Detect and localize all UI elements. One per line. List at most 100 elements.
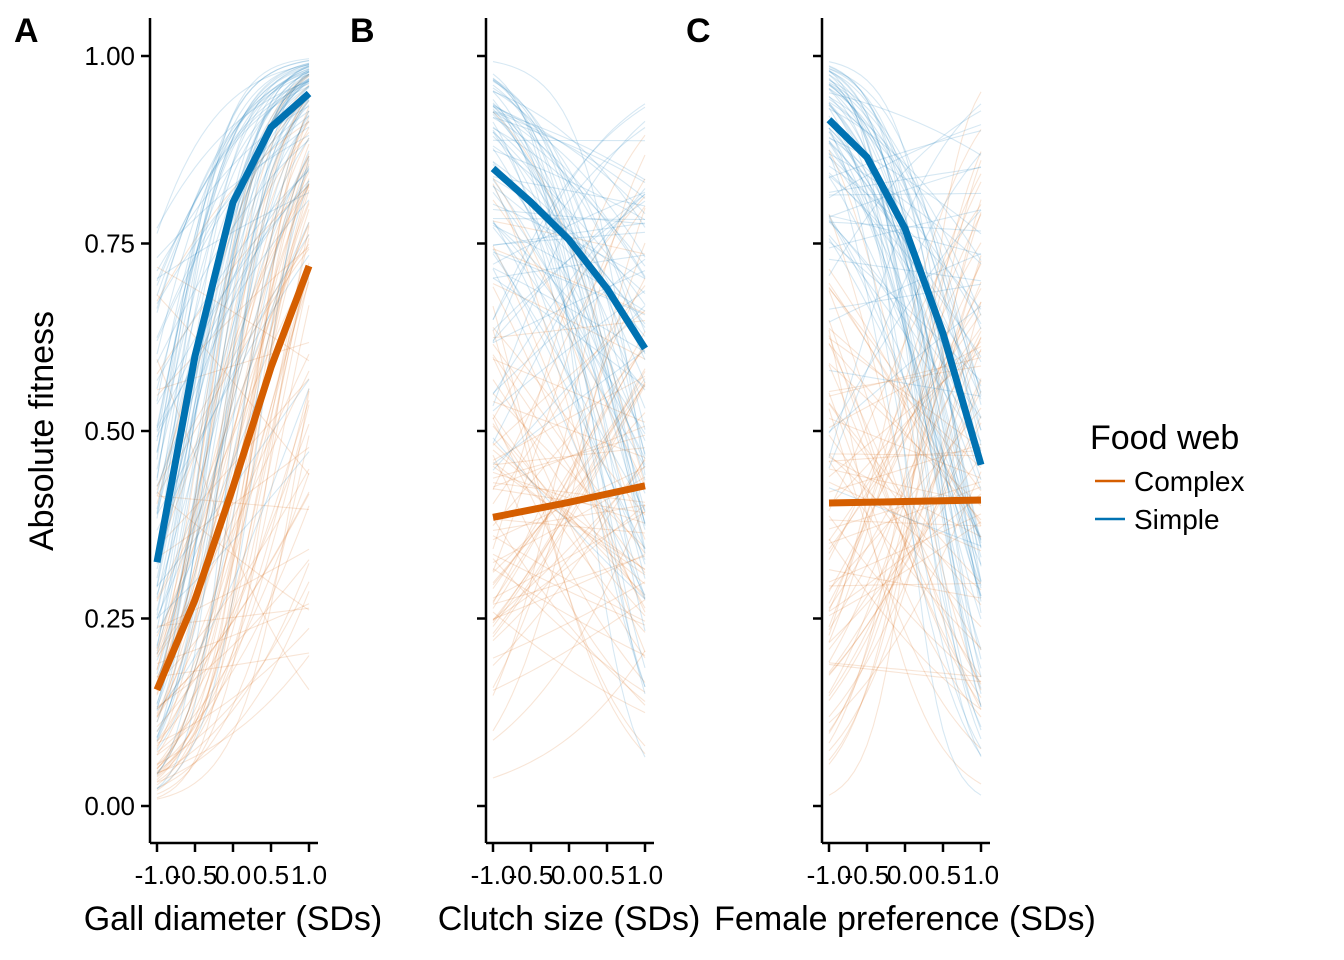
draw-line-complex: [156, 267, 310, 766]
draw-line-complex: [156, 224, 310, 637]
draw-line-complex: [156, 273, 310, 742]
panel-a: A 0.00 0.25 0.50 0.75 1.00 -1.0-0.50.0 0.5 1.0 Ga…: [14, 12, 382, 938]
draw-line-complex: [492, 320, 646, 339]
draw-line-complex: [492, 417, 646, 683]
x-tick-label: 0.0: [551, 860, 587, 890]
draw-line-complex: [492, 517, 646, 702]
draw-line-complex: [492, 347, 646, 526]
draw-line-simple: [828, 152, 982, 469]
draw-line-simple: [828, 215, 982, 538]
draw-line-complex: [492, 183, 646, 653]
draw-line-complex: [828, 364, 982, 677]
draw-line-complex: [828, 290, 982, 685]
x-tick-label: 1.0: [291, 860, 327, 890]
y-tick-label: 1.00: [84, 41, 135, 71]
draw-line-complex: [156, 281, 310, 718]
draw-line-complex: [492, 305, 646, 755]
draw-line-simple: [156, 68, 310, 431]
draw-line-complex: [828, 149, 982, 691]
draw-line-complex: [492, 331, 646, 609]
draw-line-simple: [828, 82, 982, 405]
draw-line-simple: [156, 234, 310, 531]
draw-line-simple: [492, 121, 646, 688]
draw-line-simple: [156, 104, 310, 570]
draw-line-simple: [828, 108, 982, 261]
draw-line-simple: [156, 99, 310, 742]
draw-line-simple: [156, 97, 310, 738]
draw-line-complex: [828, 301, 982, 752]
draw-line-simple: [492, 108, 646, 579]
fit-line-complex: [828, 496, 982, 507]
draw-line-simple: [828, 96, 982, 316]
draw-line-complex: [828, 481, 982, 552]
draw-line-complex: [828, 173, 982, 628]
draw-line-simple: [156, 85, 310, 282]
draw-line-simple: [828, 174, 982, 358]
fit-line-complex: [153, 264, 313, 692]
draw-line-simple: [492, 254, 646, 279]
draw-line-complex: [492, 650, 646, 779]
draw-line-complex: [492, 449, 646, 571]
draw-line-simple: [492, 131, 646, 599]
draw-line-complex: [828, 288, 982, 592]
draw-line-simple: [492, 208, 646, 225]
draw-line-complex: [492, 375, 646, 461]
draw-line-complex: [828, 242, 982, 561]
draw-line-complex: [828, 663, 982, 683]
draw-line-complex: [156, 106, 310, 799]
draw-line-simple: [492, 161, 646, 328]
draw-line-simple: [156, 65, 310, 454]
draw-line-simple: [828, 142, 982, 597]
draw-line-simple: [492, 253, 646, 511]
draw-line-complex: [156, 652, 310, 678]
draw-line-simple: [828, 68, 982, 582]
x-tick-label: -1.0: [135, 860, 180, 890]
draw-line-complex: [492, 554, 646, 620]
draw-line-simple: [492, 110, 646, 181]
draw-line-complex: [828, 286, 982, 525]
draw-line-simple: [156, 62, 310, 442]
draw-line-simple: [828, 153, 982, 265]
draw-line-simple: [492, 267, 646, 353]
draw-line-simple: [492, 105, 646, 455]
draw-line-simple: [156, 150, 310, 732]
draw-line-complex: [492, 196, 646, 420]
draw-line-simple: [492, 129, 646, 530]
draw-line-simple: [492, 270, 646, 344]
draw-line-simple: [828, 209, 982, 434]
draw-line-simple: [492, 176, 646, 207]
draw-line-complex: [156, 268, 310, 602]
draw-line-complex: [156, 155, 310, 652]
x-axis-title: Female preference (SDs): [714, 900, 1096, 938]
draw-line-simple: [828, 172, 982, 387]
draws-simple: [828, 61, 982, 796]
draw-line-simple: [492, 105, 646, 525]
panel-tag-a: A: [14, 12, 39, 50]
draw-line-simple: [828, 78, 982, 731]
y-tick-label: 0.50: [84, 416, 135, 446]
draw-line-complex: [828, 519, 982, 527]
draw-line-complex: [492, 356, 646, 659]
draw-line-complex: [156, 341, 310, 391]
draw-line-complex: [156, 127, 310, 696]
draw-line-simple: [828, 104, 982, 582]
draw-line-simple: [828, 176, 982, 541]
draw-line-simple: [492, 106, 646, 215]
draw-line-complex: [492, 383, 646, 621]
draw-line-complex: [492, 286, 646, 609]
draw-line-complex: [828, 329, 982, 785]
draw-line-complex: [828, 327, 982, 469]
panel-tag-b: B: [350, 12, 375, 50]
legend: Food web Complex Simple: [1090, 419, 1244, 535]
draw-line-complex: [492, 199, 646, 487]
draw-line-complex: [492, 371, 646, 627]
draw-line-simple: [828, 140, 982, 418]
draw-line-complex: [156, 221, 310, 678]
draw-line-complex: [492, 442, 646, 585]
draw-line-simple: [492, 79, 646, 550]
draw-line-complex: [492, 342, 646, 602]
draw-line-complex: [492, 310, 646, 446]
draw-line-complex: [492, 568, 646, 656]
draw-line-simple: [492, 224, 646, 312]
draw-line-simple: [492, 106, 646, 321]
